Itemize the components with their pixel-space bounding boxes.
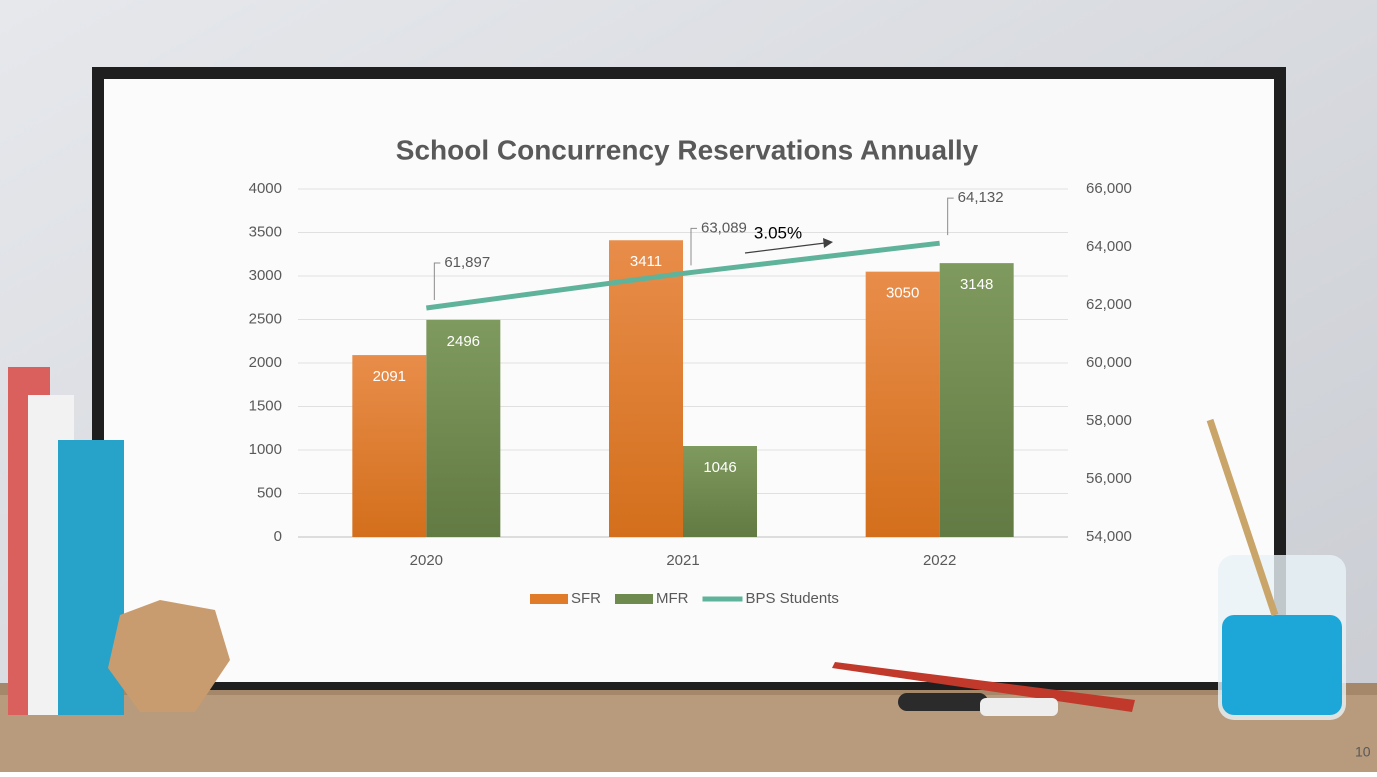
data-label: 63,089: [701, 219, 747, 236]
x-tick-label: 2022: [923, 552, 956, 569]
legend-swatch: [530, 594, 568, 604]
legend-swatch: [615, 594, 653, 604]
data-label: 64,132: [958, 189, 1004, 206]
data-label: 2091: [373, 368, 406, 385]
data-label: 1046: [703, 459, 736, 476]
y2-tick-label: 54,000: [1086, 528, 1132, 545]
table: [0, 690, 1377, 772]
bar: [866, 272, 940, 537]
bar: [940, 263, 1014, 537]
y-tick-label: 2000: [249, 354, 282, 371]
y-tick-label: 3000: [249, 267, 282, 284]
data-label: 3411: [630, 253, 662, 270]
y2-tick-label: 60,000: [1086, 354, 1132, 371]
y2-tick-label: 58,000: [1086, 412, 1132, 429]
legend-label: MFR: [656, 590, 689, 607]
jar-water: [1222, 615, 1342, 715]
data-label: 61,897: [444, 254, 490, 271]
bar: [426, 320, 500, 537]
y2-tick-label: 66,000: [1086, 180, 1132, 197]
y-tick-label: 2500: [249, 310, 282, 327]
y-tick-label: 1500: [249, 397, 282, 414]
y-tick-label: 4000: [249, 180, 282, 197]
x-tick-label: 2020: [410, 552, 443, 569]
x-tick-label: 2021: [666, 552, 699, 569]
annotation: 3.05%: [754, 223, 802, 242]
y2-tick-label: 64,000: [1086, 238, 1132, 255]
y2-tick-label: 62,000: [1086, 296, 1132, 313]
bar: [609, 240, 683, 537]
data-label: 3050: [886, 285, 919, 302]
board: [104, 79, 1274, 682]
page-number: 10: [1355, 744, 1371, 760]
data-label: 2496: [447, 333, 480, 350]
chart-title: School Concurrency Reservations Annually: [396, 134, 979, 165]
legend-label: BPS Students: [746, 590, 839, 607]
y-tick-label: 0: [274, 528, 282, 545]
y2-tick-label: 56,000: [1086, 470, 1132, 487]
data-label: 3148: [960, 276, 993, 293]
y-tick-label: 3500: [249, 223, 282, 240]
eraser: [980, 698, 1058, 716]
slide: 10 School Concurrency Reservations Annua…: [0, 0, 1377, 772]
marker: [898, 693, 988, 711]
legend-label: SFR: [571, 590, 601, 607]
y-tick-label: 500: [257, 484, 282, 501]
y-tick-label: 1000: [249, 441, 282, 458]
